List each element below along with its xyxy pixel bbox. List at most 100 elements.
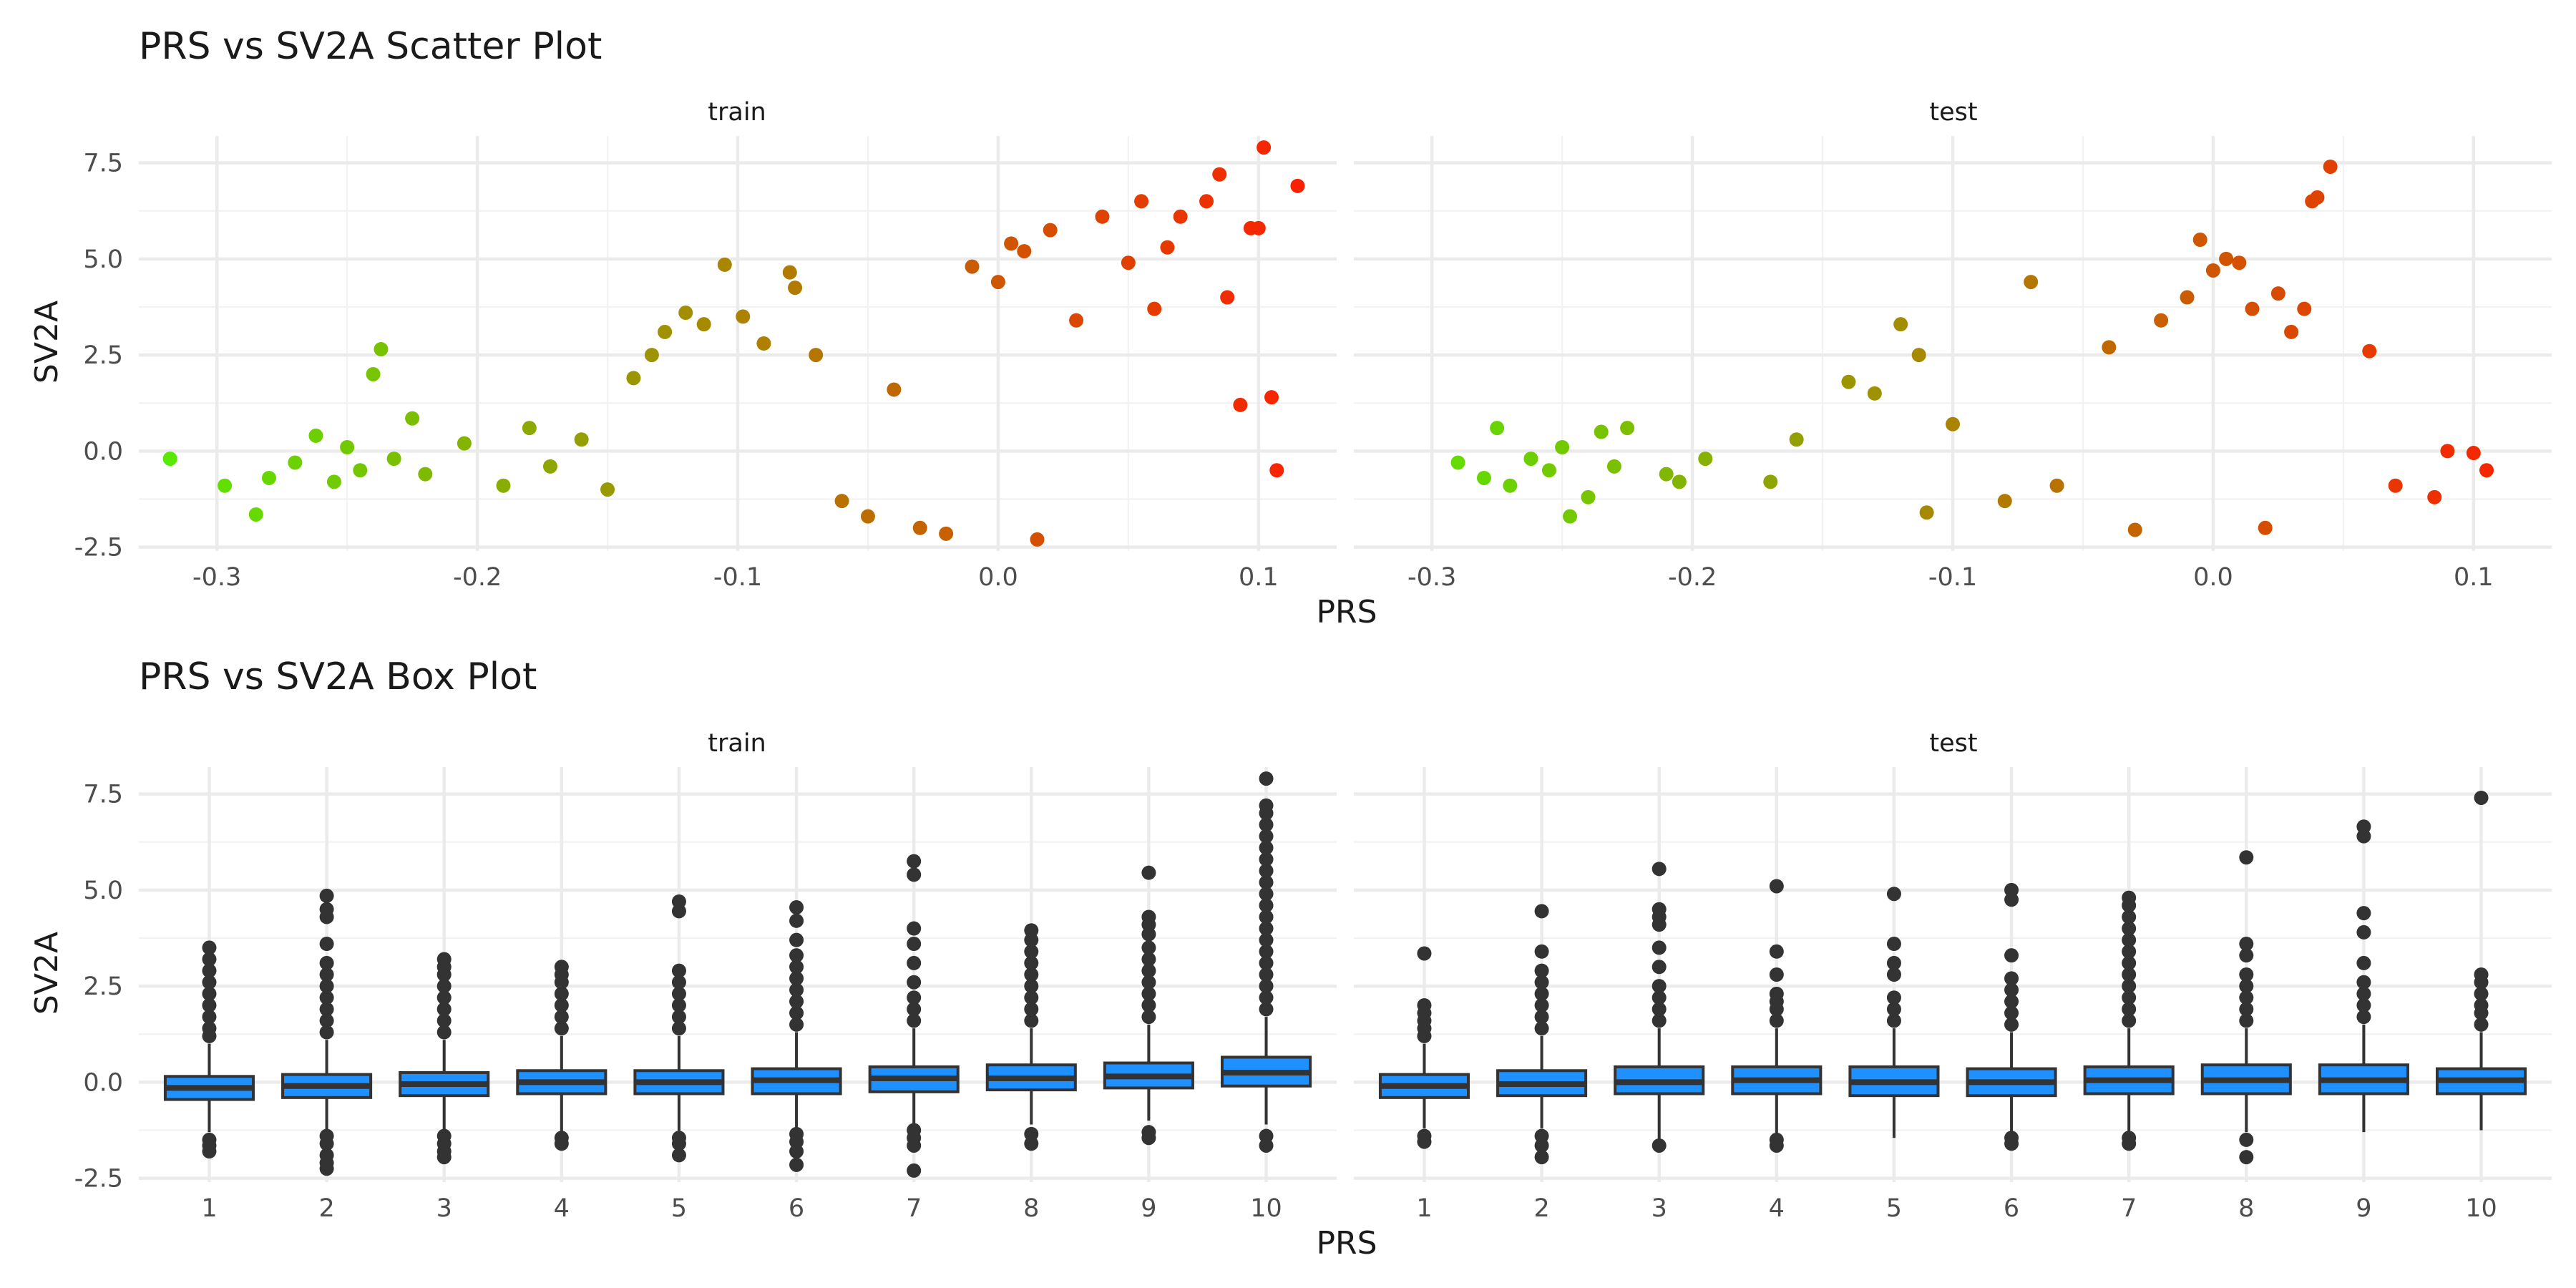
y-tick-label: 7.5: [83, 150, 123, 178]
box-outlier: [1886, 887, 1901, 902]
scatter-point: [1220, 290, 1235, 305]
x-tick-label: 9: [1141, 1194, 1156, 1223]
box-outlier: [1024, 923, 1039, 938]
scatter-point: [990, 275, 1005, 290]
box-outlier: [554, 960, 569, 975]
scatter-point: [678, 306, 693, 321]
scatter-point: [418, 467, 433, 482]
scatter-point: [1290, 178, 1305, 193]
scatter-point: [522, 421, 537, 436]
x-tick-label: -0.1: [1928, 563, 1977, 592]
scatter-point: [644, 348, 659, 363]
scatter-point: [2180, 290, 2195, 305]
scatter-point: [1134, 194, 1149, 209]
y-tick-label: 7.5: [83, 781, 123, 809]
scatter-point: [308, 428, 323, 443]
scatter-point: [248, 507, 263, 522]
box-outlier: [789, 1157, 804, 1172]
box-outlier: [319, 937, 334, 952]
box-outlier: [202, 997, 217, 1013]
box-outlier: [1534, 986, 1549, 1001]
box-outlier: [789, 994, 804, 1009]
scatter-point: [2270, 286, 2285, 301]
y-tick-label: -2.5: [74, 1165, 123, 1194]
box-outlier: [1259, 829, 1274, 844]
box-outlier: [671, 1148, 686, 1163]
x-tick-label: 0.0: [2193, 563, 2233, 592]
scatter-point: [1043, 223, 1058, 238]
box-outlier: [1141, 1010, 1156, 1025]
box-outlier: [1259, 921, 1274, 936]
scatter-point: [457, 436, 472, 451]
scatter-point: [340, 440, 355, 454]
box-panel-train: 1 2 3 4 5 6 7 8 9 10: [139, 767, 1337, 1223]
box-outlier: [1259, 955, 1274, 970]
scatter-point: [658, 324, 673, 339]
scatter-y-ticks: -2.5 0.0 2.5 5.0 7.5: [74, 150, 123, 562]
y-tick-label: 2.5: [83, 341, 123, 370]
x-tick-label: 3: [1652, 1194, 1667, 1223]
scatter-point: [2127, 522, 2142, 537]
box-outlier: [789, 900, 804, 915]
box-outlier: [1141, 940, 1156, 955]
scatter-point: [1893, 317, 1908, 332]
box-outlier: [2004, 994, 2019, 1009]
box-outlier: [2122, 932, 2137, 947]
box-outlier: [202, 1144, 217, 1159]
scatter-point: [1659, 467, 1674, 482]
scatter-point: [1523, 452, 1538, 467]
box-outlier: [1259, 898, 1274, 913]
box-outlier: [436, 979, 452, 994]
scatter-point: [1563, 509, 1578, 524]
box-outlier: [671, 975, 686, 990]
box-outlier: [789, 960, 804, 975]
box-outlier: [2004, 982, 2019, 997]
box-outlier: [1886, 955, 1901, 970]
scatter-point: [261, 470, 276, 485]
box-outlier: [907, 867, 922, 882]
scatter-point: [2284, 324, 2299, 339]
box-outlier: [1652, 1138, 1667, 1153]
box-outlier: [2122, 890, 2137, 905]
box-outlier: [907, 854, 922, 869]
box-outlier: [2239, 1013, 2254, 1028]
box-outlier: [554, 997, 569, 1013]
box-strip-train: train: [708, 729, 766, 758]
box-outlier: [554, 986, 569, 1001]
x-tick-label: -0.1: [713, 563, 762, 592]
box-outlier: [319, 888, 334, 903]
box-outlier: [436, 990, 452, 1005]
box-outlier: [907, 1163, 922, 1178]
box-outlier: [2122, 1136, 2137, 1151]
scatter-point: [1867, 386, 1882, 401]
x-tick-label: 7: [906, 1194, 922, 1223]
box-outlier: [202, 952, 217, 967]
box-outlier: [1652, 940, 1667, 955]
scatter-point: [2310, 190, 2325, 205]
box-outlier: [1024, 955, 1039, 970]
box-outlier: [2356, 924, 2371, 940]
box-outlier: [202, 963, 217, 978]
scatter-title: PRS vs SV2A Scatter Plot: [139, 25, 602, 68]
scatter-point: [353, 463, 368, 478]
box-outlier: [907, 975, 922, 990]
box-outlier: [1417, 946, 1432, 961]
box-outlier: [1534, 1138, 1549, 1153]
box-outlier: [436, 1002, 452, 1017]
box-outlier: [2356, 997, 2371, 1013]
x-tick-label: 0.0: [978, 563, 1018, 592]
scatter-point: [1017, 244, 1032, 259]
scatter-point: [2192, 233, 2207, 247]
box-outlier: [1141, 909, 1156, 924]
scatter-point: [2232, 255, 2247, 270]
scatter-point: [1555, 440, 1570, 454]
box-outlier: [671, 1021, 686, 1036]
box-outlier: [2239, 1002, 2254, 1017]
box-outlier: [1259, 852, 1274, 867]
scatter-point: [736, 309, 751, 324]
y-tick-label: 5.0: [83, 877, 123, 905]
box-outlier: [436, 1025, 452, 1040]
x-tick-label: 5: [1886, 1194, 1902, 1223]
scatter-point: [1911, 348, 1926, 363]
scatter-point: [1594, 424, 1609, 439]
